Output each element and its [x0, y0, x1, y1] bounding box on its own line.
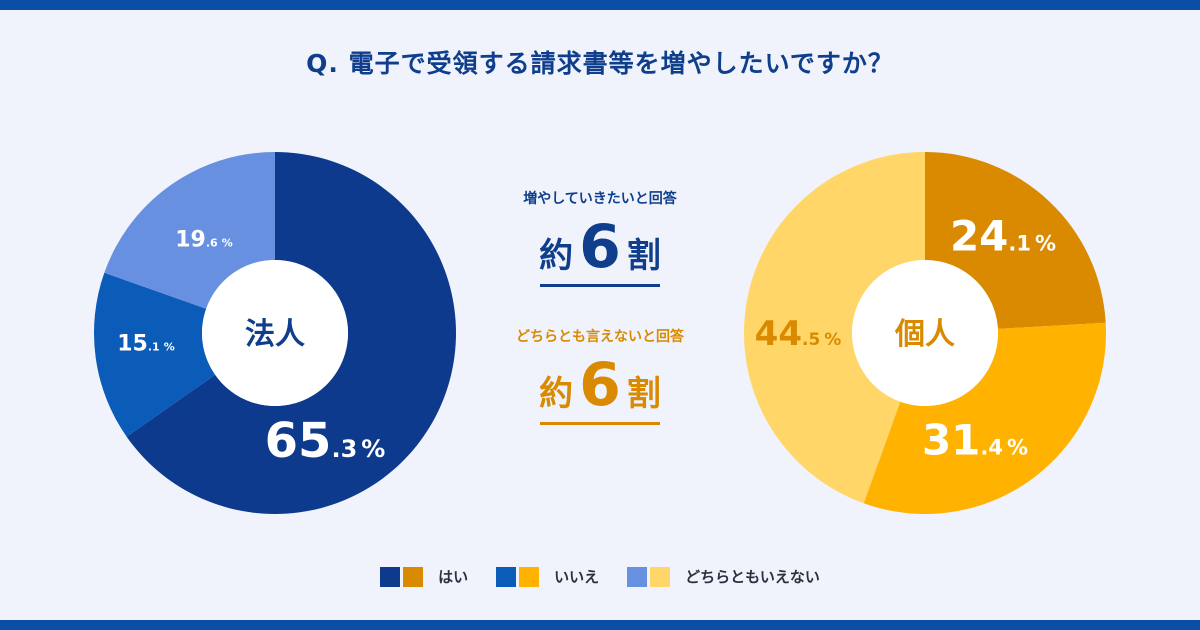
stat-neutral-post: 割	[626, 374, 661, 414]
stat-neutral-underline	[540, 422, 660, 425]
slice-value-label: 31.4%	[922, 416, 1028, 465]
slice-value-label: 44.5%	[755, 314, 842, 354]
slice-value-label: 24.1%	[950, 212, 1056, 261]
legend-swatch	[496, 566, 517, 587]
donut-hole	[852, 260, 998, 406]
pie-slice-no	[863, 322, 1107, 515]
pie-slice-no	[93, 272, 216, 437]
pie-slice-yes	[126, 152, 456, 514]
stat-increase-pre: 約	[539, 236, 574, 276]
donut-houjin: 法人 65.3 % 15.1 % 19.6%	[93, 152, 456, 514]
stat-neutral-number: 6	[579, 350, 621, 420]
legend-item-no: いいえ	[496, 566, 599, 587]
legend-item-neither: どちらともいえない	[627, 566, 820, 587]
pie-slice-yes	[925, 152, 1106, 329]
pie-slice-neither	[744, 152, 925, 504]
legend-label: いいえ	[554, 568, 600, 586]
stat-increase-number: 6	[579, 212, 621, 282]
stat-neutral-pre: 約	[539, 374, 574, 414]
legend-swatch	[380, 566, 401, 587]
legend-swatch	[627, 566, 648, 587]
legend-swatch	[519, 566, 540, 587]
slice-value-label: 65.3%	[265, 413, 386, 469]
stat-increase-caption: 増やしていきたいと回答	[523, 191, 677, 207]
donut-hole	[202, 260, 348, 406]
bottom-bar	[0, 620, 1200, 630]
stat-neutral-caption: どちらとも言えないと回答	[516, 329, 684, 345]
top-bar	[0, 0, 1200, 10]
page-title: Q. 電子で受領する請求書等を増やしたいですか？	[306, 49, 894, 78]
stat-increase-post: 割	[626, 236, 661, 276]
stat-increase-underline	[540, 284, 660, 287]
legend: はい いいえ どちらともいえない	[0, 566, 1200, 587]
donut-center-label: 個人	[894, 317, 955, 352]
donut-kojin: 個人 24.1 % 31.4 % 44.5%	[744, 152, 1107, 515]
slice-value-label: 19.6%	[175, 228, 233, 253]
legend-swatch	[403, 566, 424, 587]
legend-item-yes: はい	[380, 566, 468, 587]
pie-slice-neither	[104, 152, 275, 309]
slice-value-label: 15.1%	[117, 332, 175, 357]
legend-swatch	[650, 566, 671, 587]
donut-center-label: 法人	[245, 317, 305, 352]
legend-label: どちらともいえない	[685, 568, 820, 586]
legend-label: はい	[438, 568, 469, 586]
